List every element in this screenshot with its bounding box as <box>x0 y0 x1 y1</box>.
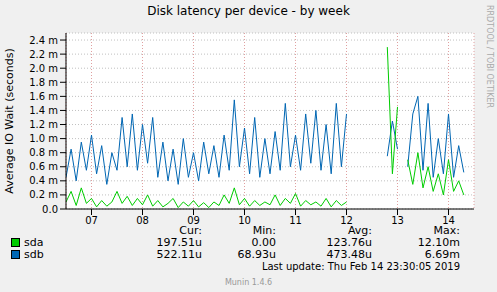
html-text:6.69m: 6.69m <box>424 248 460 261</box>
html-text:sdb: sdb <box>24 248 44 261</box>
html-text:Cur:: Cur: <box>179 224 202 237</box>
svg-text:0.4 m: 0.4 m <box>29 175 58 186</box>
html-text:Disk latency per device - by w: Disk latency per device - by week <box>147 4 350 18</box>
svg-text:14: 14 <box>442 215 455 227</box>
html-text:123.76u: 123.76u <box>326 236 372 249</box>
html-text:12.10m: 12.10m <box>417 236 460 249</box>
html-text:522.11u: 522.11u <box>156 248 202 261</box>
svg-text:1.2 m: 1.2 m <box>29 119 58 130</box>
svg-text:08: 08 <box>136 215 149 226</box>
html-text:Min:: Min: <box>252 224 276 237</box>
svg-text:2.0 m: 2.0 m <box>29 63 58 74</box>
svg-text:2.4 m: 2.4 m <box>29 35 58 46</box>
html-text:Last update: Thu Feb 14 23:30:: Last update: Thu Feb 14 23:30:05 2019 <box>261 261 460 272</box>
svg-text:10: 10 <box>238 215 251 226</box>
svg-text:1.6 m: 1.6 m <box>29 91 58 102</box>
svg-text:09: 09 <box>187 215 200 227</box>
svg-text:0.8 m: 0.8 m <box>29 147 58 158</box>
svg-text:0.2 m: 0.2 m <box>29 189 58 200</box>
svg-text:0.0: 0.0 <box>42 204 58 215</box>
html-text:Average IO Wait (seconds): Average IO Wait (seconds) <box>3 48 16 194</box>
html-text:197.51u: 197.51u <box>156 236 202 249</box>
html-text:Max:: Max: <box>433 224 460 237</box>
svg-text:0.6 m: 0.6 m <box>29 161 58 172</box>
svg-text:1.4 m: 1.4 m <box>29 105 58 116</box>
svg-text:2.2 m: 2.2 m <box>29 49 58 60</box>
svg-text:1.0 m: 1.0 m <box>29 133 58 144</box>
svg-text:1.8 m: 1.8 m <box>29 77 58 88</box>
html-text:0.00: 0.00 <box>251 236 276 249</box>
html-text:Avg:: Avg: <box>347 224 372 237</box>
svg-text:13: 13 <box>391 215 404 226</box>
svg-text:12: 12 <box>340 215 353 227</box>
html-text:473.48u: 473.48u <box>326 248 372 261</box>
svg-text:11: 11 <box>289 215 302 226</box>
html-text:RRDTOOL / TOBI OETIKER: RRDTOOL / TOBI OETIKER <box>485 5 494 108</box>
svg-text:07: 07 <box>85 215 98 226</box>
html-text:68.93u: 68.93u <box>237 248 276 261</box>
html-text:sda: sda <box>24 236 44 249</box>
html-text:Munin 1.4.6: Munin 1.4.6 <box>224 278 273 287</box>
